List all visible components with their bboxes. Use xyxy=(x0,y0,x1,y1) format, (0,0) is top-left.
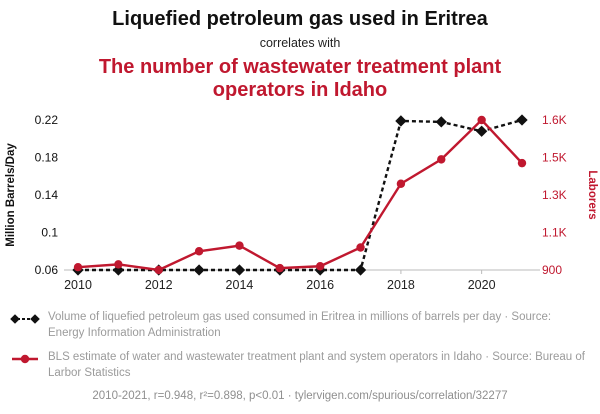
x-axis-tick-label: 2016 xyxy=(306,278,334,292)
diamond-marker xyxy=(435,116,447,128)
circle-marker xyxy=(356,243,365,252)
circle-marker xyxy=(73,262,83,272)
chart-subtitle: The number of wastewater treatment plant… xyxy=(98,56,502,101)
right-axis-title: Laborers xyxy=(586,170,598,219)
chart-header: Liquefied petroleum gas used in Eritrea … xyxy=(0,0,600,102)
diamond-marker xyxy=(516,114,528,126)
left-axis-tick-label: 0.14 xyxy=(35,188,59,202)
diamond-marker xyxy=(193,264,205,276)
circle-marker xyxy=(437,155,446,164)
right-axis-tick-label: 1.5K xyxy=(542,151,567,165)
circle-marker xyxy=(275,263,285,273)
circle-marker xyxy=(114,260,123,269)
diamond-marker xyxy=(395,115,407,127)
right-axis-tick-label: 1.1K xyxy=(542,226,567,240)
right-axis-tick-label: 900 xyxy=(542,263,562,277)
left-axis-tick-label: 0.22 xyxy=(35,113,59,127)
x-axis-tick-label: 2020 xyxy=(468,278,496,292)
right-axis-tick-label: 1.3K xyxy=(542,188,567,202)
x-axis-tick-label: 2012 xyxy=(145,278,173,292)
circle-marker xyxy=(396,179,406,188)
chart-title: Liquefied petroleum gas used in Eritrea xyxy=(112,8,488,30)
series-lpg-eritrea xyxy=(72,114,528,276)
chart-legend: Volume of liquefied petroleum gas used c… xyxy=(0,304,600,381)
x-axis-tick-label: 2014 xyxy=(226,278,254,292)
diamond-marker xyxy=(233,264,246,276)
left-axis-title: Million Barrels/Day xyxy=(5,143,17,247)
diamond-marker xyxy=(475,125,488,137)
circle-marker xyxy=(517,158,527,168)
circle-marker xyxy=(235,241,244,250)
footer-stats: 2010-2021, r=0.948, r²=0.898, p<0.01 · t… xyxy=(92,390,508,403)
black-dashed-diamond-series-icon xyxy=(10,314,40,324)
x-axis-tick-label: 2018 xyxy=(387,278,415,292)
left-axis-tick-label: 0.1 xyxy=(41,226,58,240)
circle-marker xyxy=(194,247,204,256)
legend-item-lpg: Volume of liquefied petroleum gas used c… xyxy=(10,310,588,341)
chart-canvas: 0.06 0.1 0.14 0.18 0.22 900 1.1K 1.3K 1.5K 1.6K 20… xyxy=(5,113,598,292)
circle-marker xyxy=(477,115,486,125)
chart-area: 0.06 0.1 0.14 0.18 0.22 900 1.1K 1.3K 1.5K 1.6K 20… xyxy=(0,104,600,304)
red-line-circle-series-icon xyxy=(12,354,38,364)
circle-marker xyxy=(315,262,325,271)
x-axis-tick-label: 2010 xyxy=(64,278,92,292)
legend-lpg-label: Volume of liquefied petroleum gas used c… xyxy=(48,311,552,339)
legend-bls-label: BLS estimate of water and wastewater tre… xyxy=(48,351,585,379)
legend-item-bls: BLS estimate of water and wastewater tre… xyxy=(10,350,588,381)
correlates-with-text: correlates with xyxy=(259,36,341,50)
right-axis-tick-label: 1.6K xyxy=(542,113,567,127)
circle-marker xyxy=(154,265,163,275)
left-axis-tick-label: 0.06 xyxy=(35,263,59,277)
left-axis-tick-label: 0.18 xyxy=(35,151,59,165)
series-wastewater-operators-idaho xyxy=(73,115,527,275)
diamond-marker xyxy=(354,264,367,276)
